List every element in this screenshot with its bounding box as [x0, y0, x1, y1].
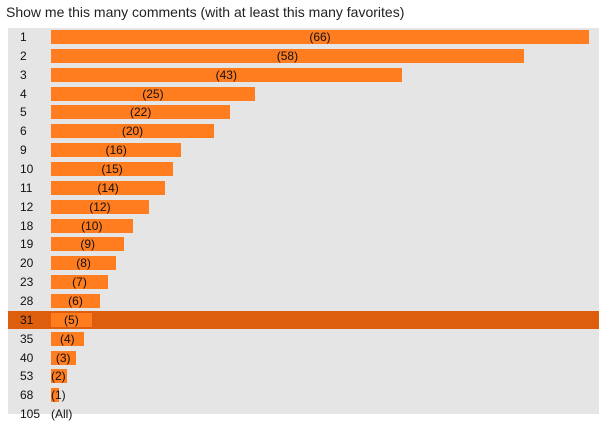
page-title: Show me this many comments (with at leas…	[6, 4, 405, 20]
count-label: (9)	[80, 237, 96, 252]
threshold-row[interactable]: 6 (20)	[8, 122, 599, 140]
count-bar	[51, 388, 60, 403]
count-label: (15)	[101, 162, 123, 176]
threshold-label: 23	[20, 275, 34, 290]
threshold-row[interactable]: 53 (2)	[8, 367, 599, 385]
threshold-row[interactable]: 68 (1)	[8, 386, 599, 404]
count-bar	[51, 293, 100, 308]
count-bar	[51, 105, 231, 120]
count-label: (10)	[81, 218, 103, 233]
threshold-label: 105	[20, 407, 41, 421]
threshold-row[interactable]: 12 (12)	[8, 198, 599, 216]
threshold-label: 11	[20, 180, 33, 195]
threshold-label: 31	[20, 312, 34, 327]
count-label: (1)	[51, 388, 66, 403]
count-bar	[51, 199, 149, 214]
count-label: (25)	[142, 86, 164, 101]
threshold-row[interactable]: 28 (6)	[8, 292, 599, 310]
threshold-label: 40	[20, 350, 34, 365]
count-bar	[51, 143, 182, 158]
count-bar	[51, 86, 255, 101]
threshold-row[interactable]: 5 (22)	[8, 103, 599, 121]
count-bar	[51, 180, 166, 195]
count-label: (14)	[97, 180, 119, 195]
threshold-row[interactable]: 18 (10)	[8, 217, 599, 235]
threshold-label: 4	[20, 86, 27, 101]
count-bar	[51, 48, 524, 63]
count-bar	[51, 275, 109, 290]
threshold-row[interactable]: 40 (3)	[8, 349, 599, 367]
count-bar	[51, 350, 76, 365]
count-bar	[51, 162, 174, 176]
threshold-label: 53	[20, 369, 34, 384]
count-bar	[51, 256, 117, 271]
threshold-label: 68	[20, 388, 34, 403]
count-label: (22)	[130, 105, 152, 120]
count-label: (7)	[72, 275, 87, 290]
count-bar	[51, 331, 84, 346]
threshold-row[interactable]: 19 (9)	[8, 235, 599, 253]
threshold-row[interactable]: 23 (7)	[8, 273, 599, 291]
threshold-label: 5	[20, 105, 27, 120]
count-label: (12)	[89, 199, 111, 214]
count-label: (43)	[215, 67, 237, 82]
count-label: (6)	[68, 293, 83, 308]
threshold-row[interactable]: 31 (5)	[8, 310, 599, 329]
threshold-label: 6	[20, 124, 27, 139]
count-bar	[51, 124, 214, 139]
threshold-label: 19	[20, 237, 34, 252]
count-label: (5)	[64, 312, 79, 327]
count-bar	[51, 312, 92, 327]
threshold-row[interactable]: 11 (14)	[8, 179, 599, 197]
threshold-label: 9	[20, 143, 27, 158]
count-label: (66)	[309, 30, 331, 44]
threshold-label: 20	[20, 256, 34, 271]
threshold-row[interactable]: 1 (66)	[8, 28, 599, 46]
count-bar	[51, 30, 589, 44]
threshold-label: 1	[20, 30, 27, 44]
threshold-row[interactable]: 3 (43)	[8, 66, 599, 84]
threshold-row[interactable]: 2 (58)	[8, 47, 599, 65]
threshold-label: 18	[20, 218, 34, 233]
count-label: (2)	[51, 369, 66, 384]
threshold-row[interactable]: 9 (16)	[8, 141, 599, 159]
count-bar	[51, 67, 402, 82]
count-label: (3)	[55, 350, 71, 365]
threshold-label: 12	[20, 199, 34, 214]
count-bar	[51, 369, 68, 384]
threshold-label: 3	[20, 67, 27, 82]
threshold-row[interactable]: 4 (25)	[8, 85, 599, 103]
comment-threshold-list: 1 (66) 2 (58) 3 (43) 4 (25) 5 (22) 6 (20) 9 (16) 10 (15…	[8, 28, 599, 421]
threshold-row[interactable]: 20 (8)	[8, 254, 599, 272]
threshold-row[interactable]: 35 (4)	[8, 330, 599, 348]
threshold-row[interactable]: 105 (All)	[8, 405, 599, 423]
count-label: (All)	[51, 407, 73, 421]
count-label: (16)	[105, 143, 127, 158]
threshold-row[interactable]: 10 (15)	[8, 160, 599, 178]
count-label: (8)	[76, 256, 91, 271]
count-bar	[51, 218, 133, 233]
count-label: (58)	[276, 48, 299, 63]
count-bar	[51, 237, 125, 252]
threshold-label: 35	[20, 331, 34, 346]
threshold-label: 28	[20, 293, 34, 308]
count-label: (20)	[121, 124, 144, 139]
threshold-label: 10	[20, 162, 34, 176]
threshold-label: 2	[20, 48, 27, 63]
count-label: (4)	[59, 331, 75, 346]
